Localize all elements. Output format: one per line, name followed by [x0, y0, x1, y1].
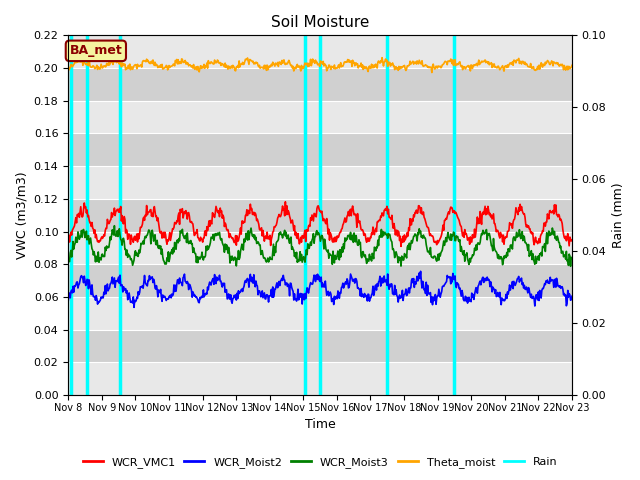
Bar	[68, 133, 572, 166]
Title: Soil Moisture: Soil Moisture	[271, 15, 369, 30]
Bar	[68, 166, 572, 199]
X-axis label: Time: Time	[305, 419, 335, 432]
Bar	[68, 362, 572, 395]
Y-axis label: VWC (m3/m3): VWC (m3/m3)	[15, 171, 28, 259]
Text: BA_met: BA_met	[70, 44, 122, 57]
Bar	[68, 101, 572, 133]
Bar	[68, 297, 572, 330]
Y-axis label: Rain (mm): Rain (mm)	[612, 182, 625, 248]
Bar	[68, 330, 572, 362]
Bar	[68, 199, 572, 232]
Legend: WCR_VMC1, WCR_Moist2, WCR_Moist3, Theta_moist, Rain: WCR_VMC1, WCR_Moist2, WCR_Moist3, Theta_…	[78, 452, 562, 472]
Bar	[68, 36, 572, 68]
Bar	[68, 68, 572, 101]
Bar	[68, 232, 572, 264]
Bar	[68, 264, 572, 297]
